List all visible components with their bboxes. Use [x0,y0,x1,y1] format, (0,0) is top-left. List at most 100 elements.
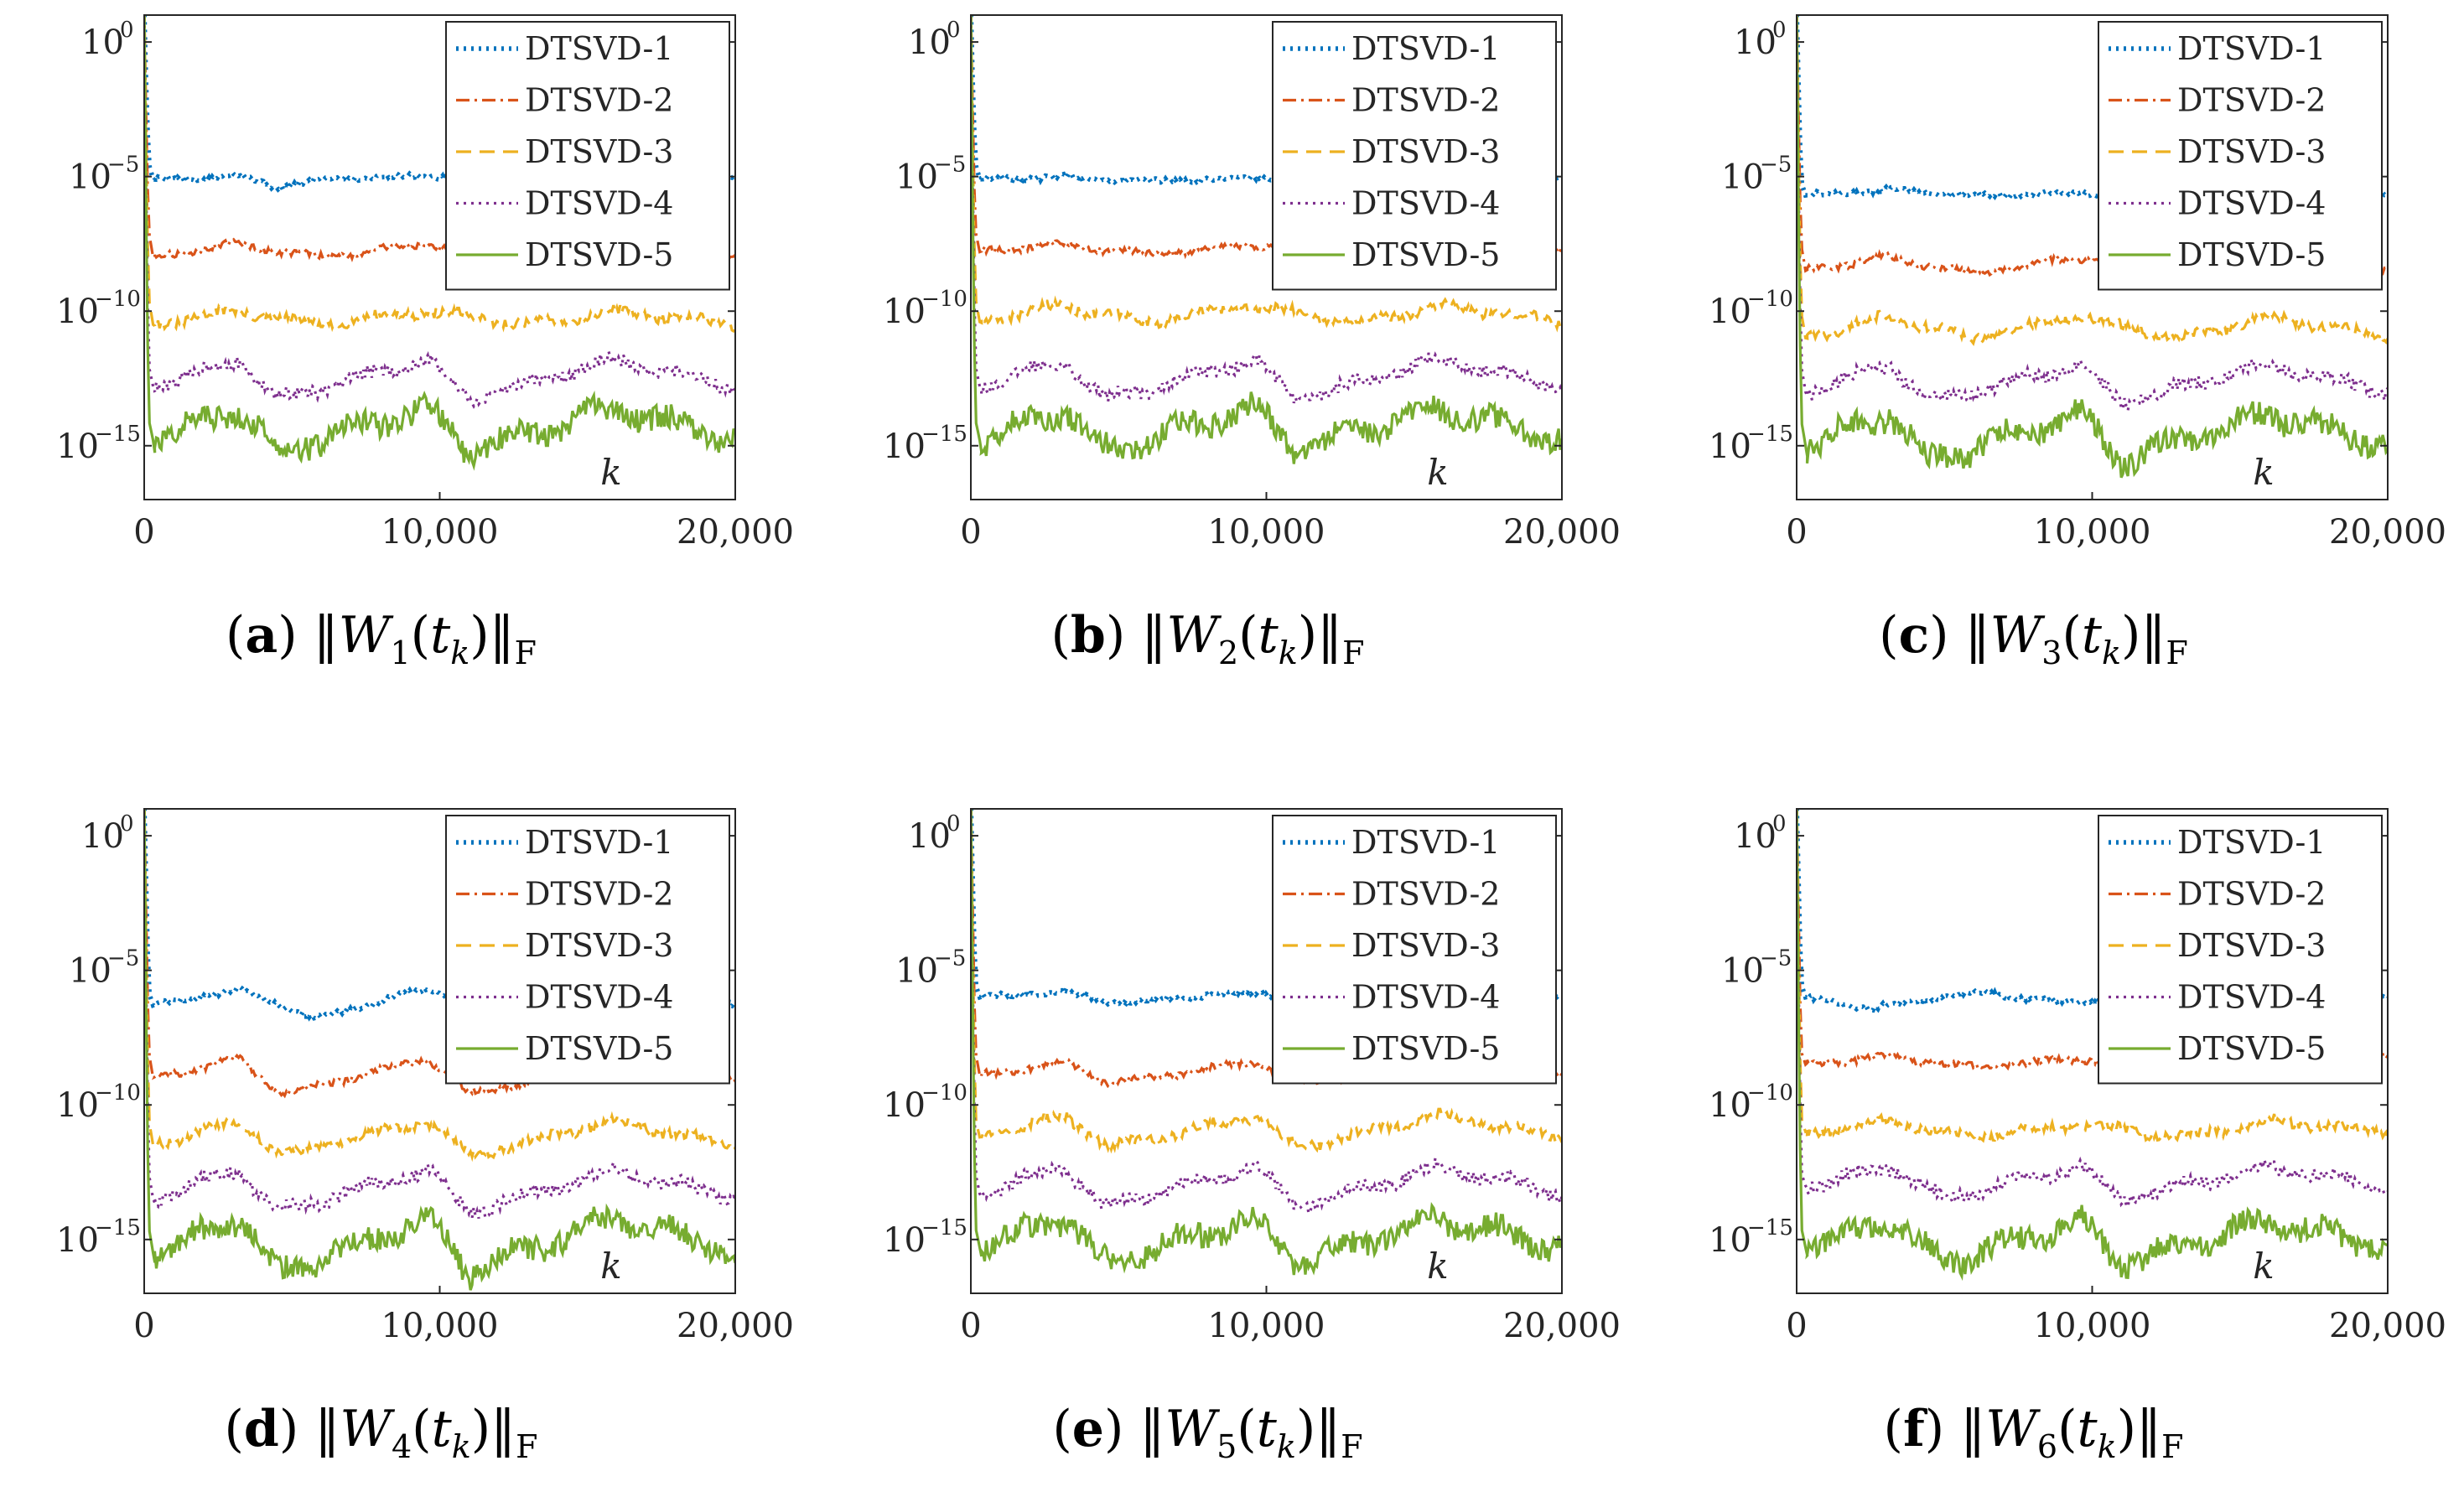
legend-label: DTSVD-1 [2177,824,2326,861]
legend: DTSVD-1 DTSVD-2 DTSVD-3 DTSVD-4 DTSVD-5 [445,21,730,291]
legend-label: DTSVD-5 [2177,1030,2326,1067]
x-tick-label: 0 [133,513,154,552]
y-tick-label: 10 [1721,158,1764,197]
legend-label: DTSVD-1 [525,824,673,861]
y-tick-exponent: −15 [95,422,141,447]
legend-label: DTSVD-4 [1351,979,1500,1016]
legend-label: DTSVD-3 [1351,133,1500,170]
y-tick-exponent: 0 [1772,811,1787,837]
legend-label: DTSVD-1 [2177,30,2326,67]
panel-caption: (c) ‖W3(tk)‖F [1879,606,2188,671]
series-line-dtsvd-5 [1797,809,2388,1282]
y-tick-exponent: 0 [120,18,134,43]
legend: DTSVD-1 DTSVD-2 DTSVD-3 DTSVD-4 DTSVD-5 [445,815,730,1085]
series-line-dtsvd-2 [971,809,1562,1090]
series-line-dtsvd-5 [971,15,1562,464]
legend-box [445,21,730,291]
legend-label: DTSVD-3 [2177,133,2326,170]
legend-label: DTSVD-3 [525,133,673,170]
x-tick-label: 0 [133,1307,154,1345]
y-tick-exponent: −15 [95,1215,141,1241]
series-line-dtsvd-3 [144,15,735,333]
series-line-dtsvd-1 [971,809,1562,1009]
legend-label: DTSVD-2 [525,876,673,913]
panel-caption: (a) ‖W1(tk)‖F [226,606,537,671]
legend-label: DTSVD-5 [525,1030,673,1067]
x-tick-label: 20,000 [2329,1307,2446,1345]
y-tick-label: 10 [895,158,938,197]
panel-caption: (d) ‖W4(tk)‖F [224,1400,537,1465]
y-tick-exponent: −10 [95,287,141,312]
y-tick-label: 10 [1709,427,1751,466]
y-tick-exponent: 0 [1772,18,1787,43]
legend-label: DTSVD-4 [525,185,673,222]
series-line-dtsvd-4 [971,809,1562,1216]
series-line-dtsvd-3 [144,809,735,1163]
y-tick-label: 10 [883,1086,926,1125]
x-tick-label: 0 [960,513,981,552]
y-tick-exponent: −10 [921,287,967,312]
y-tick-label: 10 [81,817,124,856]
y-tick-label: 10 [69,952,112,991]
series-line-dtsvd-5 [144,15,735,471]
x-tick-label: 20,000 [677,1307,794,1345]
y-tick-exponent: −5 [934,946,966,971]
panel-caption: (f) ‖W6(tk)‖F [1884,1400,2184,1465]
y-tick-exponent: −10 [1747,1080,1793,1106]
x-axis-label: k [2253,1246,2274,1287]
series-line-dtsvd-5 [144,809,735,1291]
y-tick-label: 10 [1734,23,1777,62]
panel-caption: (e) ‖W5(tk)‖F [1052,1400,1362,1465]
x-axis-label: k [600,452,621,493]
x-tick-label: 10,000 [1208,513,1325,552]
legend-label: DTSVD-1 [1351,824,1500,861]
legend-label: DTSVD-2 [525,82,673,119]
x-tick-label: 10,000 [2034,513,2151,552]
legend-label: DTSVD-2 [2177,82,2326,119]
x-tick-label: 0 [1786,1307,1807,1345]
legend-label: DTSVD-4 [525,979,673,1016]
legend-box [1272,21,1557,291]
panel-caption: (b) ‖W2(tk)‖F [1050,606,1364,671]
y-tick-label: 10 [895,952,938,991]
series-line-dtsvd-3 [1797,15,2388,348]
y-tick-label: 10 [56,427,99,466]
series-line-dtsvd-4 [1797,15,2388,417]
series-line-dtsvd-1 [1797,809,2388,1013]
y-tick-exponent: −10 [1747,287,1793,312]
legend-label: DTSVD-1 [525,30,673,67]
y-tick-exponent: −15 [921,1215,967,1241]
x-tick-label: 10,000 [381,513,499,552]
legend-label: DTSVD-5 [1351,236,1500,273]
legend-label: DTSVD-2 [1351,876,1500,913]
y-tick-label: 10 [81,23,124,62]
legend-box [445,815,730,1085]
legend-label: DTSVD-5 [525,236,673,273]
series-line-dtsvd-2 [144,15,735,263]
legend-label: DTSVD-3 [525,927,673,964]
legend: DTSVD-1 DTSVD-2 DTSVD-3 DTSVD-4 DTSVD-5 [2098,21,2383,291]
series-line-dtsvd-5 [1797,15,2388,479]
legend-label: DTSVD-4 [2177,979,2326,1016]
x-tick-label: 10,000 [1208,1307,1325,1345]
legend-label: DTSVD-5 [2177,236,2326,273]
y-tick-label: 10 [908,817,951,856]
legend-label: DTSVD-2 [2177,876,2326,913]
y-tick-label: 10 [69,158,112,197]
legend-label: DTSVD-2 [1351,82,1500,119]
x-tick-label: 10,000 [2034,1307,2151,1345]
legend: DTSVD-1 DTSVD-2 DTSVD-3 DTSVD-4 DTSVD-5 [2098,815,2383,1085]
x-axis-label: k [1427,452,1448,493]
x-tick-label: 10,000 [381,1307,499,1345]
y-tick-label: 10 [883,1221,926,1260]
y-tick-exponent: 0 [947,18,961,43]
series-line-dtsvd-3 [971,15,1562,333]
series-line-dtsvd-5 [971,809,1562,1276]
series-line-dtsvd-1 [144,809,735,1022]
legend-label: DTSVD-5 [1351,1030,1500,1067]
y-tick-label: 10 [56,1221,99,1260]
y-tick-label: 10 [56,1086,99,1125]
